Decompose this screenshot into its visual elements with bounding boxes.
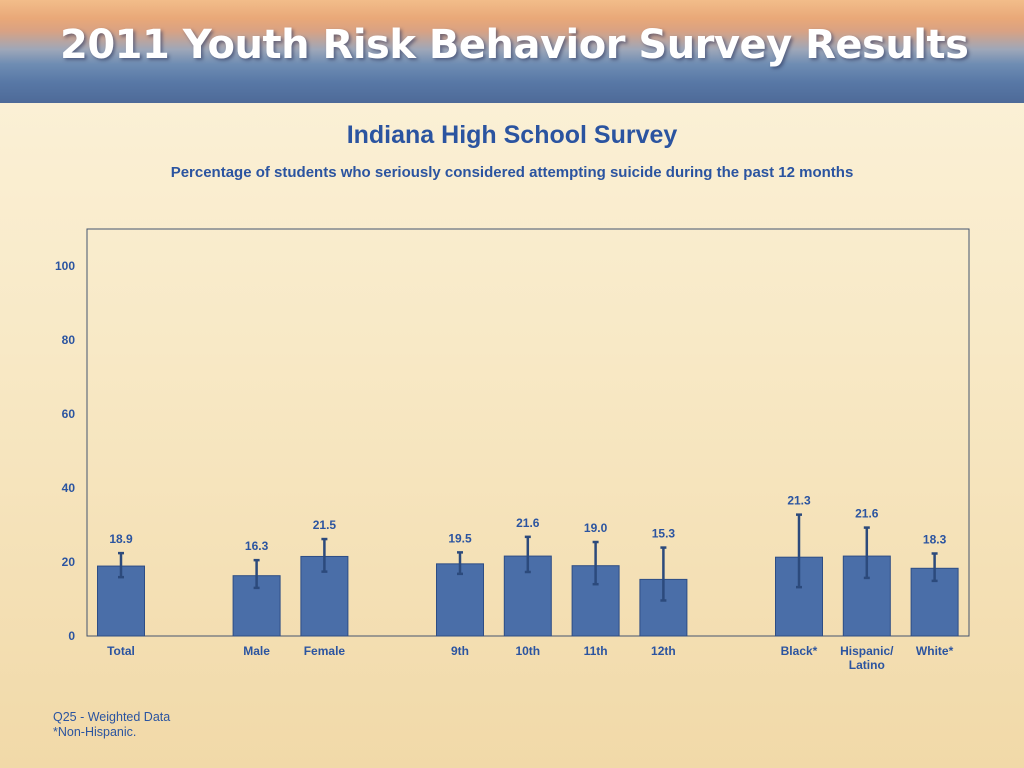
banner-title: 2011 Youth Risk Behavior Survey Results: [60, 22, 969, 68]
bar-chart: 0 20 40 60 80 100 18.9 Total 16.3 Male 21.5 Female 1…: [55, 228, 970, 672]
slide-title: Indiana High School Survey: [346, 121, 678, 149]
data-label: 16.3: [245, 539, 269, 553]
x-tick-label: Female: [304, 644, 346, 658]
x-tick-label: Black*: [781, 644, 818, 658]
x-tick-label: Hispanic/Latino: [840, 644, 894, 672]
data-label: 18.9: [109, 532, 133, 546]
x-tick-label: 9th: [451, 644, 469, 658]
data-label: 21.3: [787, 494, 811, 508]
footnote-non-hispanic: *Non-Hispanic.: [53, 725, 137, 739]
x-tick-label: Male: [243, 644, 270, 658]
slide-subtitle: Percentage of students who seriously con…: [170, 164, 854, 181]
title-banner: 2011 Youth Risk Behavior Survey Results: [0, 0, 1024, 103]
data-label: 18.3: [923, 532, 947, 546]
x-tick-label: White*: [916, 644, 954, 658]
y-tick-label: 100: [55, 259, 75, 273]
y-tick-label: 20: [62, 555, 76, 569]
data-label: 19.0: [584, 521, 608, 535]
x-tick-label: Total: [107, 644, 135, 658]
y-tick-label: 60: [62, 407, 76, 421]
data-label: 21.5: [313, 518, 337, 532]
data-label: 21.6: [516, 516, 540, 530]
data-label: 15.3: [652, 527, 676, 541]
footnote-question: Q25 - Weighted Data: [53, 710, 171, 724]
y-tick-label: 40: [62, 481, 76, 495]
y-tick-label: 0: [68, 629, 75, 643]
y-tick-label: 80: [62, 333, 76, 347]
x-tick-label: 12th: [651, 644, 676, 658]
x-tick-label: 10th: [515, 644, 540, 658]
data-label: 19.5: [448, 531, 472, 545]
data-label: 21.6: [855, 507, 879, 521]
x-tick-label: 11th: [584, 644, 608, 658]
